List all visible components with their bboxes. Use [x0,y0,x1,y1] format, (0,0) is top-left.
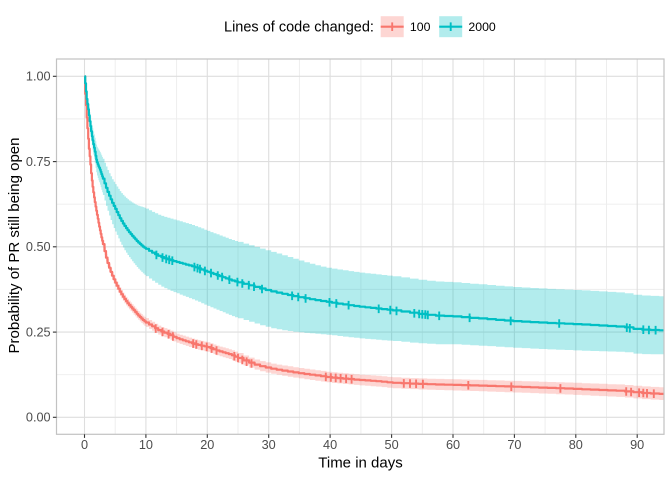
svg-text:0.00: 0.00 [26,411,51,425]
svg-text:1.00: 1.00 [26,70,51,84]
svg-text:30: 30 [262,438,276,452]
svg-text:80: 80 [569,438,583,452]
svg-text:10: 10 [139,438,153,452]
svg-text:90: 90 [630,438,644,452]
svg-text:2000: 2000 [468,20,496,34]
svg-text:0.25: 0.25 [26,325,51,339]
svg-text:Time in days: Time in days [318,455,402,472]
svg-text:20: 20 [200,438,214,452]
svg-text:Probability of PR still being: Probability of PR still being open [6,138,23,354]
svg-text:0.75: 0.75 [26,155,51,169]
svg-text:0.50: 0.50 [26,240,51,254]
svg-text:0: 0 [81,438,88,452]
svg-text:40: 40 [323,438,337,452]
svg-text:100: 100 [410,20,431,34]
svg-text:50: 50 [385,438,399,452]
svg-text:Lines of code changed:: Lines of code changed: [224,19,374,35]
svg-text:70: 70 [507,438,521,452]
svg-text:60: 60 [446,438,460,452]
